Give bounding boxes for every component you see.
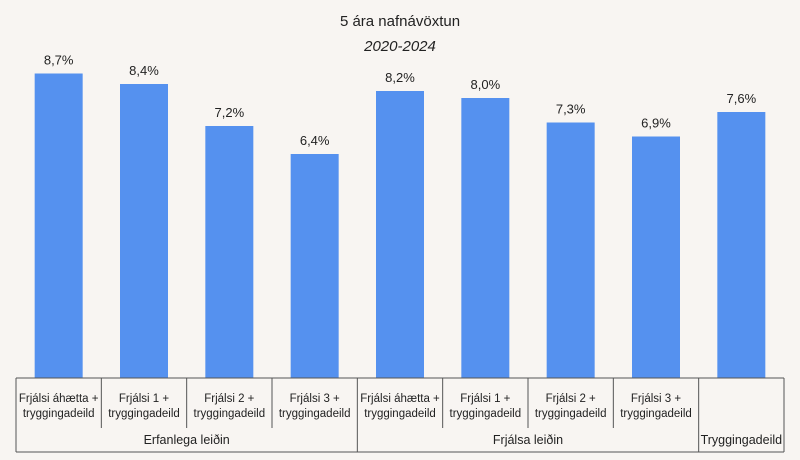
bars-layer [34,73,766,378]
bar [632,136,680,378]
data-label: 7,2% [215,105,245,120]
bar [290,154,339,378]
group-label: Frjálsa leiðin [493,433,563,447]
category-label: Frjálsi 1 + [119,393,169,405]
chart-subtitle: 2020-2024 [363,38,436,55]
category-label: tryggingadeild [535,408,607,420]
chart-title: 5 ára nafnávöxtun [340,13,460,30]
category-axis: Frjálsi áhætta + tryggingadeild Frjálsi 1 … [15,377,785,453]
data-labels-layer: 8,7% 8,4% 7,2% 6,4% 8,2% 8,0% 7,3% 6,9% 7,6% [44,53,757,149]
bar [461,98,510,378]
bar [120,84,168,378]
category-label: Frjálsi 3 + [631,393,681,405]
bar [34,73,83,378]
data-label: 8,2% [385,70,415,85]
category-label: Frjálsi áhætta + [360,393,440,405]
category-label: tryggingadeild [620,408,692,420]
category-label: Frjálsi áhætta + [19,393,99,405]
bar [717,112,766,378]
category-label: Frjálsi 1 + [460,393,510,405]
category-label: tryggingadeild [23,408,95,420]
data-label: 8,0% [471,77,501,92]
category-label: tryggingadeild [108,408,180,420]
category-label: Frjálsi 3 + [290,393,340,405]
data-label: 8,7% [44,53,74,68]
category-label: tryggingadeild [194,408,266,420]
data-label: 8,4% [129,63,159,78]
category-label: tryggingadeild [450,408,522,420]
category-label: Frjálsi 2 + [204,393,254,405]
data-label: 7,6% [727,91,757,106]
group-label: Erfanlega leiðin [144,433,230,447]
data-label: 7,3% [556,102,586,117]
category-label: tryggingadeild [364,408,436,420]
data-label: 6,9% [641,116,671,131]
bar [205,126,254,378]
bar [376,91,424,378]
group-label: Tryggingadeild [701,433,783,447]
bar [546,122,595,378]
category-label: Frjálsi 2 + [546,393,596,405]
data-label: 6,4% [300,133,330,148]
category-label: tryggingadeild [279,408,351,420]
